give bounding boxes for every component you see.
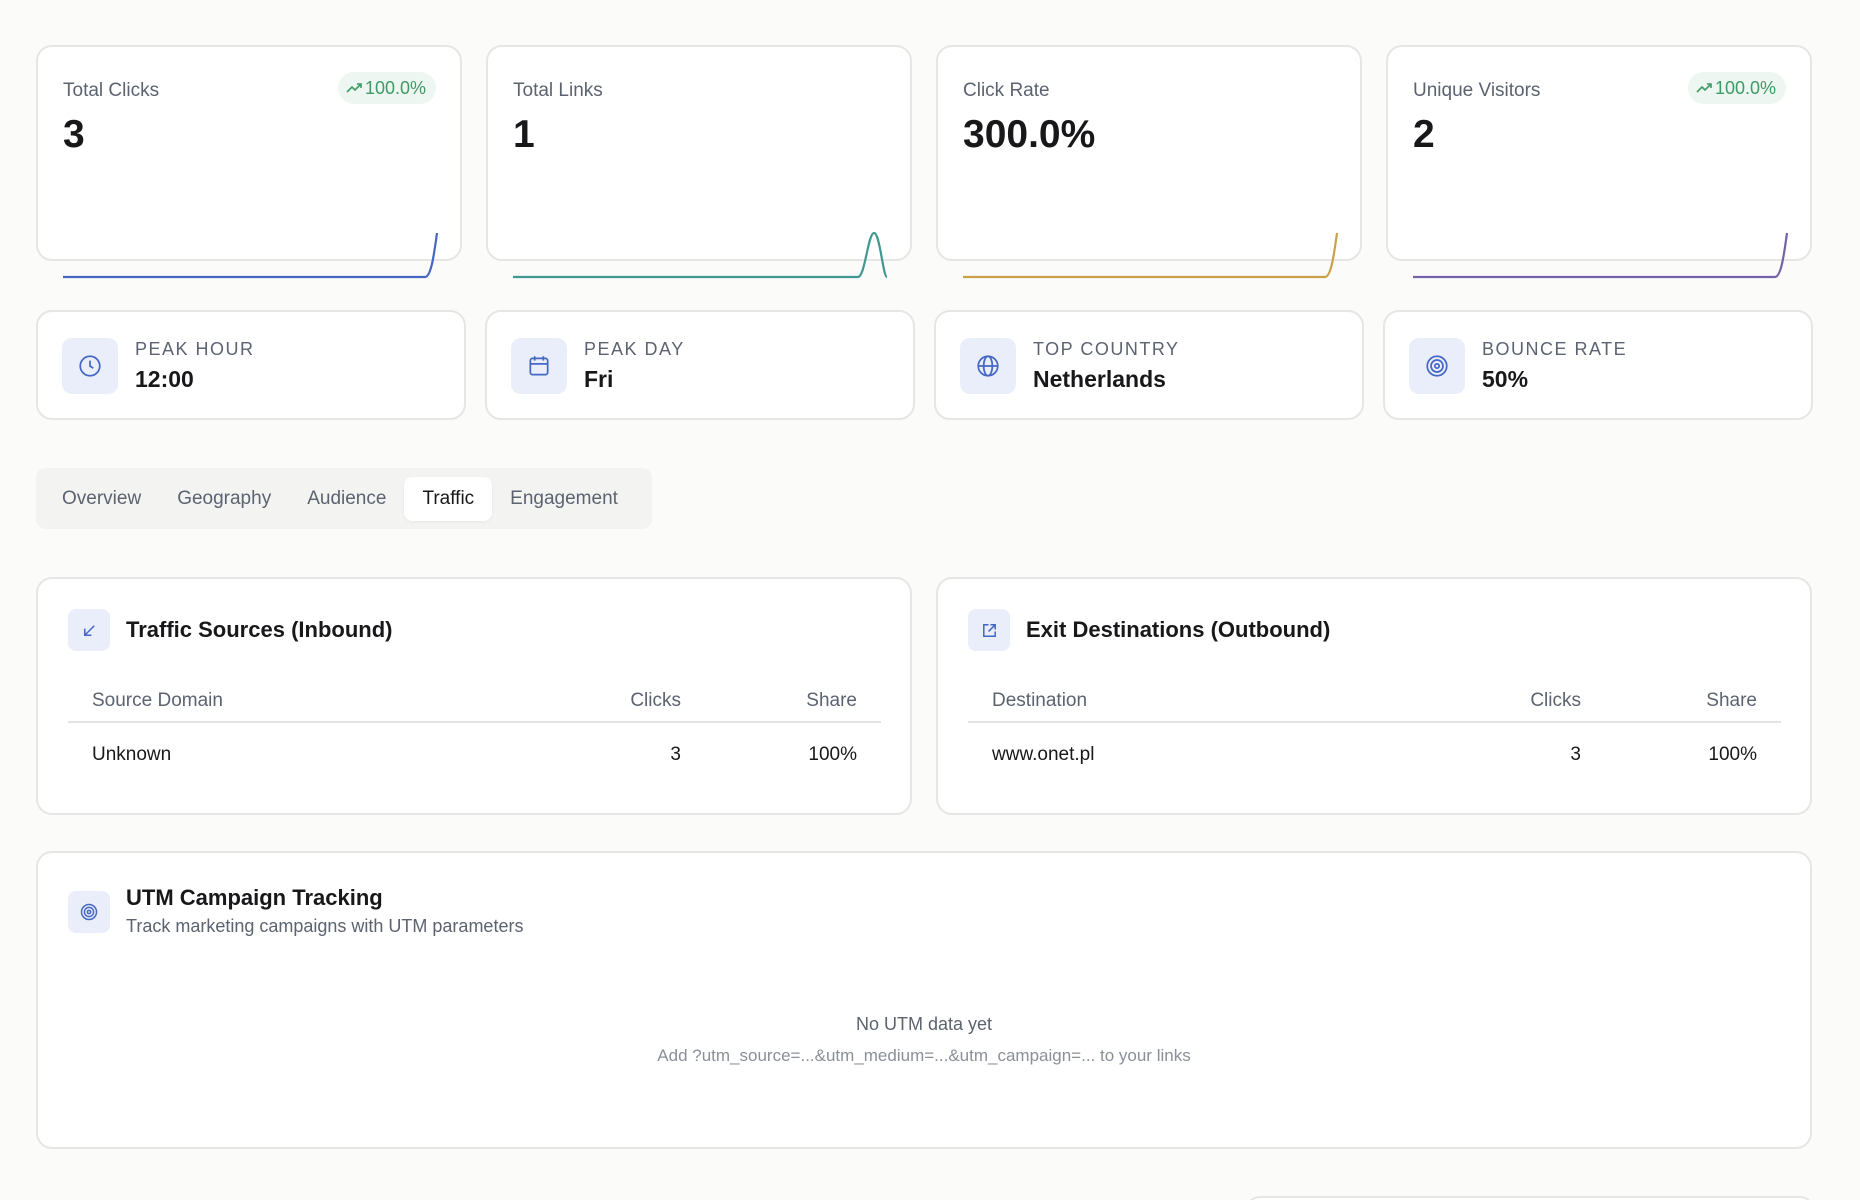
column-header: Source Domain (68, 680, 521, 723)
exit-destinations-card: Exit Destinations (Outbound) Destination… (936, 577, 1812, 815)
insight-value: 12:00 (135, 366, 194, 392)
globe-icon (977, 355, 999, 377)
sparkline-path (1413, 232, 1789, 279)
source-domain-cell: Unknown (92, 743, 172, 765)
column-header: Destination (968, 680, 1421, 723)
share-cell: 100% (808, 743, 857, 765)
stat-card-click-rate: Click Rate 300.0% (936, 45, 1362, 279)
table-header-row: Source Domain Clicks Share (68, 680, 881, 723)
column-header: Clicks (1421, 680, 1581, 723)
traffic-sources-card: Traffic Sources (Inbound) Source Domain … (36, 577, 912, 815)
column-header: Share (1581, 680, 1781, 723)
insight-value: 50% (1482, 366, 1529, 392)
inbound-table: Source Domain Clicks Share Unknown 3 100… (68, 680, 881, 786)
tab-overview[interactable]: Overview (62, 487, 142, 509)
column-header: Clicks (521, 680, 681, 723)
destination-cell: www.onet.pl (992, 743, 1095, 765)
stat-label: Total Clicks (63, 80, 160, 101)
stat-card-total-clicks: Total Clicks 3 100.0% (36, 45, 462, 279)
utm-campaign-card: UTM Campaign Tracking Track marketing ca… (36, 851, 1812, 1149)
insight-label: Peak Day (584, 339, 685, 359)
share-cell: 100% (1708, 743, 1757, 765)
stat-label: Click Rate (963, 80, 1050, 101)
calendar-icon (529, 356, 549, 376)
empty-state-hint: Add ?utm_source=...&utm_medium=...&utm_c… (657, 1046, 1191, 1065)
insight-label: Bounce Rate (1482, 339, 1628, 359)
insight-value: Fri (584, 366, 614, 392)
tab-audience[interactable]: Audience (307, 487, 387, 509)
table-row: www.onet.pl 3 100% (968, 722, 1781, 786)
stat-label: Unique Visitors (1413, 80, 1541, 101)
stat-card-total-links: Total Links 1 (486, 45, 912, 279)
card-title: UTM Campaign Tracking (126, 885, 383, 910)
insight-label: Top Country (1033, 339, 1180, 359)
stat-value: 2 (1413, 113, 1435, 156)
stat-label: Total Links (513, 80, 603, 101)
target-icon (1426, 355, 1448, 377)
sparkline-path (513, 231, 889, 279)
insight-card-peak-day: Peak Day Fri (485, 310, 915, 420)
card-title: Exit Destinations (Outbound) (1026, 617, 1331, 642)
arrow-down-left-icon (83, 624, 95, 636)
clock-icon (79, 355, 101, 377)
insight-card-bounce-rate: Bounce Rate 50% (1383, 310, 1813, 420)
insight-label: Peak Hour (135, 339, 255, 359)
sparkline (513, 231, 889, 279)
trending-up-icon (1696, 83, 1712, 93)
trending-up-icon (346, 83, 362, 93)
insight-card-peak-hour: Peak Hour 12:00 (36, 310, 466, 420)
sparkline (1413, 232, 1789, 279)
sparkline (63, 232, 439, 279)
analytics-tabs: Overview Geography Audience Traffic Enga… (36, 468, 652, 529)
trend-badge-value: 100.0% (364, 77, 426, 98)
sparkline-path (963, 232, 1339, 279)
empty-state-title: No UTM data yet (855, 1014, 993, 1034)
card-title: Traffic Sources (Inbound) (126, 617, 393, 642)
trend-badge-value: 100.0% (1714, 77, 1776, 98)
column-header: Share (681, 680, 881, 723)
tab-traffic[interactable]: Traffic (404, 476, 493, 521)
clicks-cell: 3 (1570, 743, 1581, 765)
next-card-peek (1245, 1196, 1815, 1200)
trend-badge: 100.0% (1687, 72, 1786, 104)
insight-value: Netherlands (1033, 366, 1166, 392)
outbound-table: Destination Clicks Share www.onet.pl 3 1… (968, 680, 1781, 786)
target-icon (80, 903, 98, 921)
table-row: Unknown 3 100% (68, 722, 881, 786)
sparkline (963, 232, 1339, 279)
trend-badge: 100.0% (337, 72, 436, 104)
table-header-row: Destination Clicks Share (968, 680, 1781, 723)
external-link-icon (982, 623, 996, 637)
tab-engagement[interactable]: Engagement (510, 487, 618, 509)
clicks-cell: 3 (670, 743, 681, 765)
card-subtitle: Track marketing campaigns with UTM param… (126, 916, 524, 936)
tab-geography[interactable]: Geography (177, 487, 272, 509)
insight-card-top-country: Top Country Netherlands (934, 310, 1364, 420)
sparkline-path (63, 232, 439, 279)
stat-value: 3 (63, 113, 85, 156)
stat-value: 300.0% (963, 113, 1096, 156)
stat-value: 1 (513, 113, 535, 156)
stat-card-unique-visitors: Unique Visitors 2 100.0% (1386, 45, 1812, 279)
